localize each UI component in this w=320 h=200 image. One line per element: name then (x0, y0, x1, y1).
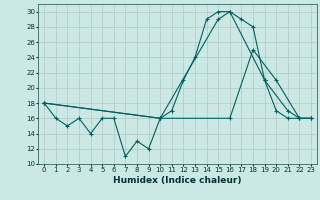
X-axis label: Humidex (Indice chaleur): Humidex (Indice chaleur) (113, 176, 242, 185)
